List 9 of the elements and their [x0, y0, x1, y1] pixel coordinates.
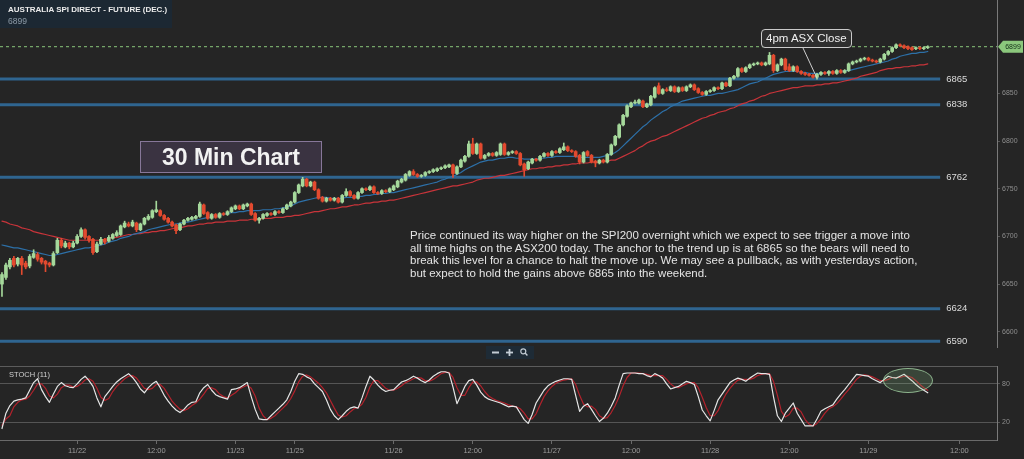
- ref-line-label: 6590: [946, 334, 968, 346]
- ref-line-label: 6865: [946, 72, 968, 84]
- callout-box: 4pm ASX Close: [761, 29, 852, 48]
- annotation: Price continued its way higher on the SPI200 overnight which we expect to see trigger a move into all time highs on the ASX200 today. The anchor to the trend up is at 6865 so the bears will need to break this level for a chance to halt the move up. We may see a pullback, as with yesterdays action, but expect to hold the gains above 6865 into the weekend.: [410, 229, 919, 280]
- ref-line-label: 6624: [946, 302, 968, 314]
- ref-line-label: 6838: [946, 98, 968, 110]
- ref-line-label: 6762: [946, 170, 968, 182]
- title-box: AUSTRALIA SPI DIRECT - FUTURE (DEC.) 6899: [0, 0, 172, 28]
- label-box: 30 Min Chart: [140, 141, 322, 173]
